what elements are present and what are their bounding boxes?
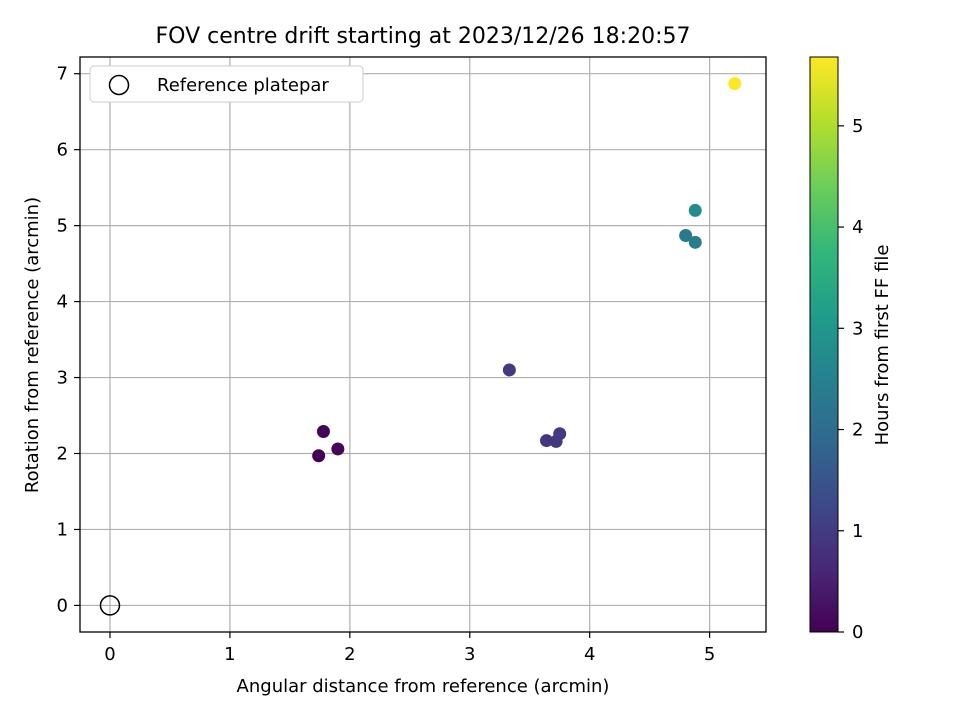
- data-point: [688, 235, 702, 249]
- x-tick-label: 5: [704, 644, 715, 665]
- chart-title: FOV centre drift starting at 2023/12/26 …: [156, 24, 691, 49]
- y-tick-label: 7: [57, 64, 68, 85]
- colorbar-tick-label: 0: [852, 622, 863, 643]
- reference-point: [99, 595, 121, 616]
- y-tick-label: 4: [57, 292, 68, 313]
- data-point: [316, 424, 330, 438]
- x-tick-label: 2: [344, 644, 355, 665]
- data-point: [312, 449, 326, 463]
- reference-marker-layer: [99, 595, 121, 616]
- colorbar-tick-label: 3: [852, 318, 863, 339]
- data-points: [312, 77, 742, 463]
- data-point: [502, 363, 516, 377]
- axis-ticks: 0 1 2 3 4 5 0 1 2 3 4 5 6 7: [57, 64, 716, 665]
- data-point: [679, 229, 693, 243]
- x-tick-label: 0: [104, 644, 115, 665]
- data-point: [540, 434, 554, 448]
- y-tick-label: 5: [57, 216, 68, 237]
- colorbar-label: Hours from first FF file: [872, 245, 893, 446]
- colorbar-gradient: [809, 56, 839, 633]
- colorbar-tick-label: 2: [852, 420, 863, 441]
- y-tick-label: 6: [57, 140, 68, 161]
- legend-box: [89, 65, 364, 103]
- y-tick-label: 3: [57, 368, 68, 389]
- y-tick-label: 2: [57, 443, 68, 464]
- colorbar-tick-label: 5: [852, 116, 863, 137]
- legend-reference-marker: [108, 74, 130, 96]
- colorbar-tick-label: 4: [852, 217, 863, 238]
- legend-entry-reference: Reference platepar: [157, 75, 329, 96]
- data-point: [728, 77, 742, 91]
- legend: Reference platepar: [89, 65, 364, 103]
- colorbar-tick-label: 1: [852, 521, 863, 542]
- data-point: [553, 427, 567, 441]
- x-tick-label: 3: [464, 644, 475, 665]
- x-tick-label: 4: [584, 644, 595, 665]
- x-tick-label: 1: [224, 644, 235, 665]
- data-point: [688, 203, 702, 217]
- data-point: [331, 442, 345, 456]
- colorbar: 0 1 2 3 4 5: [809, 56, 863, 643]
- y-axis-label: Rotation from reference (arcmin): [22, 197, 43, 493]
- grid-lines: [80, 57, 766, 632]
- y-tick-label: 0: [57, 595, 68, 616]
- y-tick-label: 1: [57, 519, 68, 540]
- plot-frame: [79, 56, 767, 633]
- x-axis-label: Angular distance from reference (arcmin): [237, 676, 610, 697]
